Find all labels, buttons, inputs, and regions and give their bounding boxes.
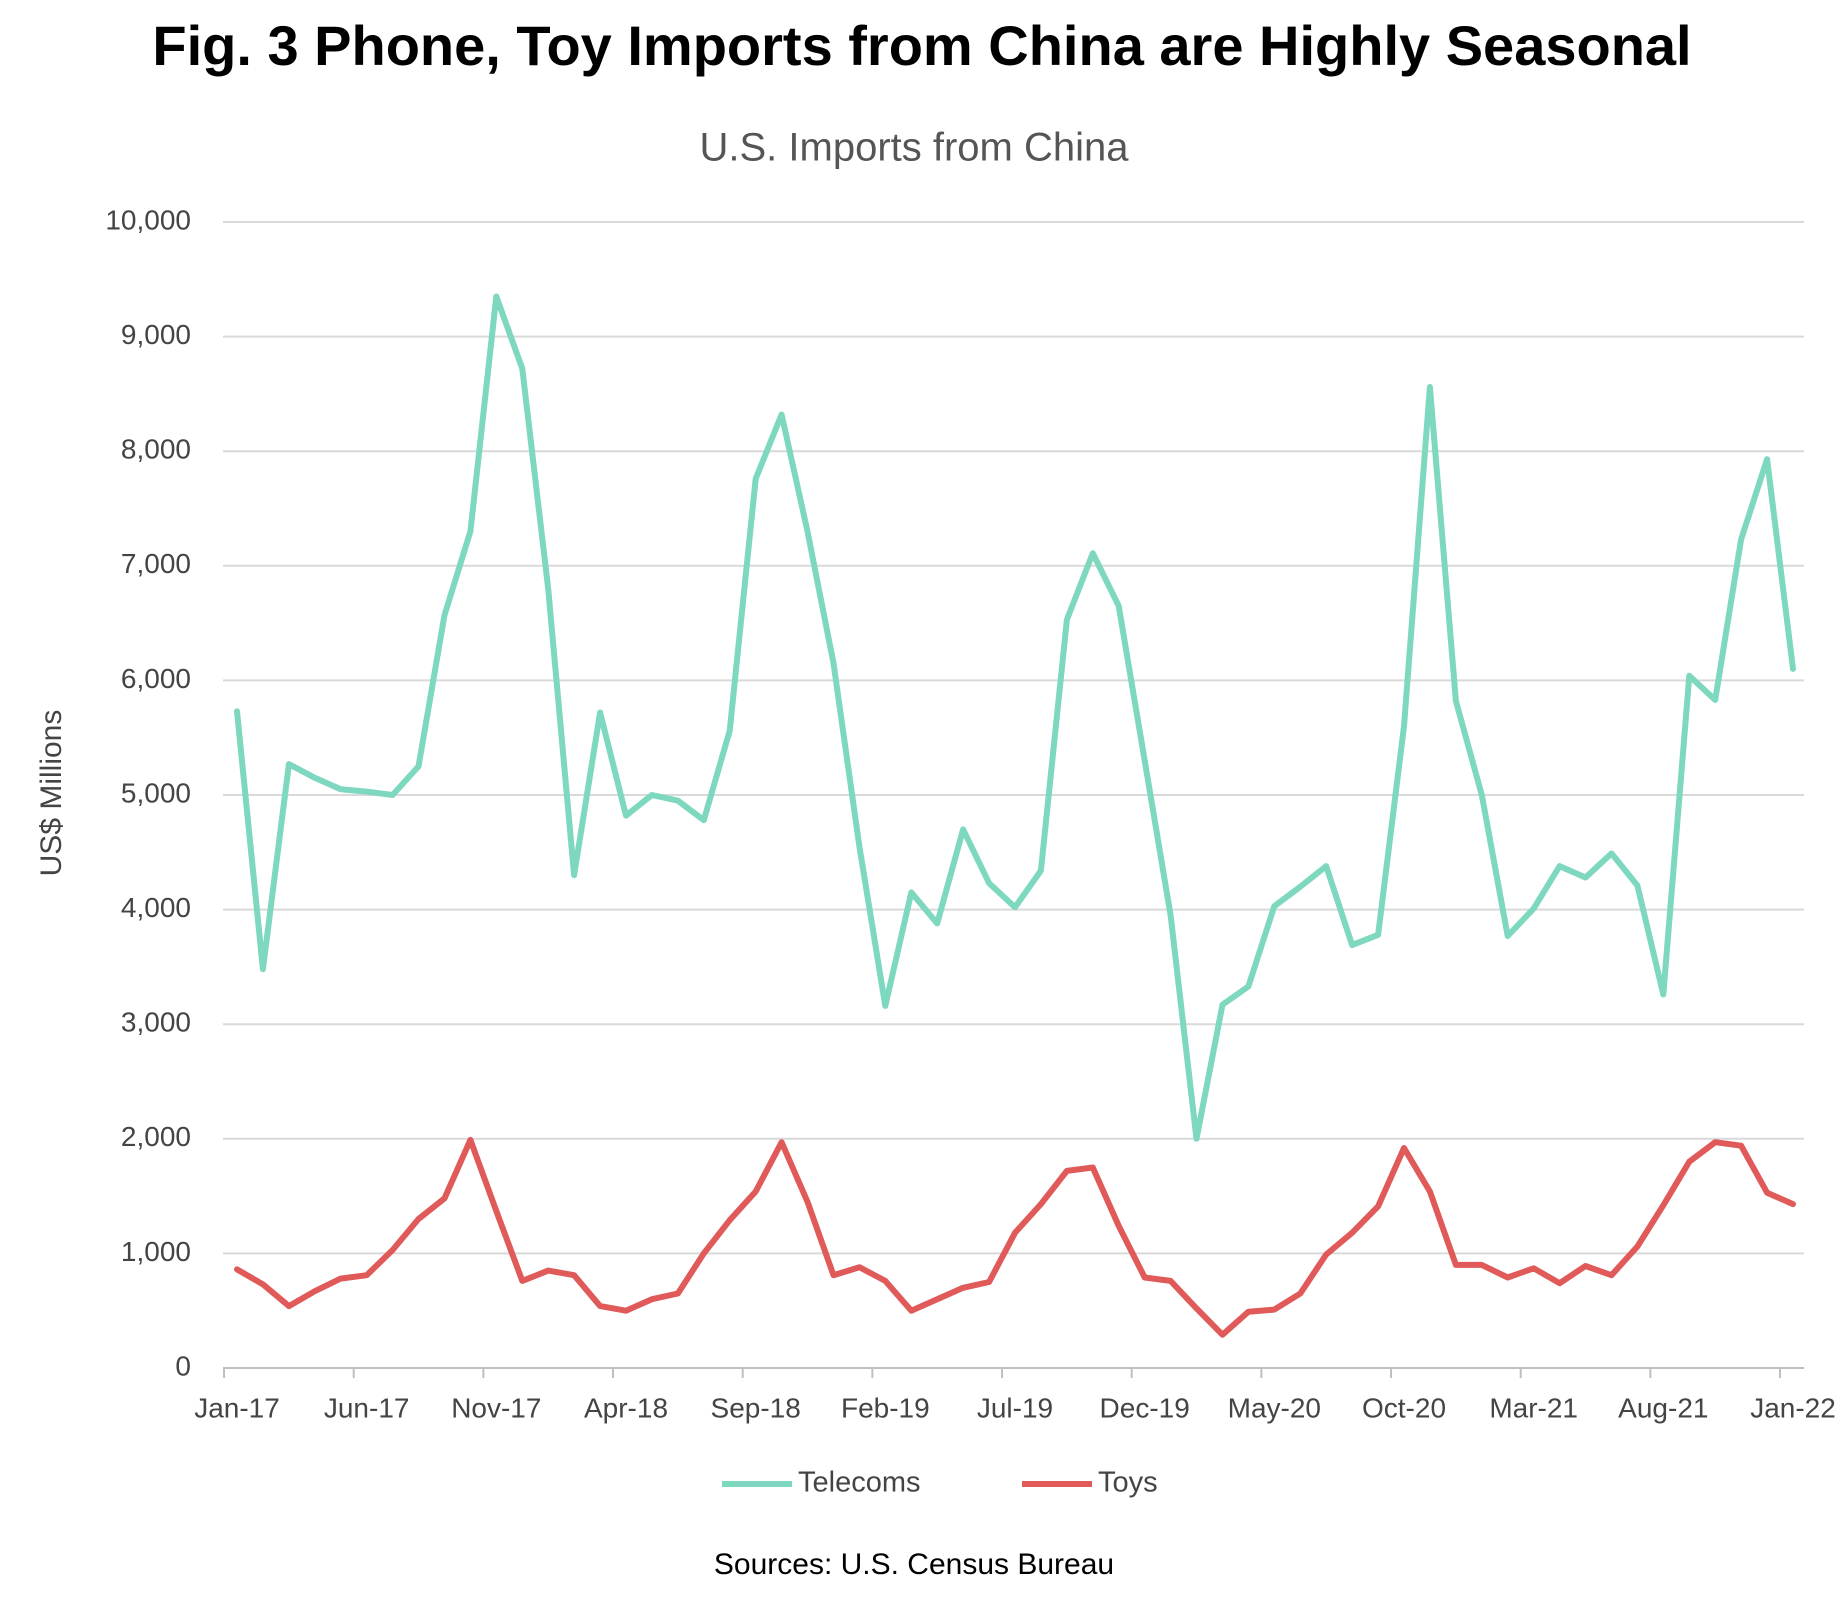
x-tick-label: Jan-17 bbox=[194, 1392, 280, 1423]
line-series bbox=[234, 1136, 1796, 1338]
x-tick-label: Apr-18 bbox=[584, 1392, 668, 1423]
y-tick-label: 3,000 bbox=[121, 1007, 191, 1038]
x-tick-label: May-20 bbox=[1228, 1392, 1321, 1423]
y-tick-label: 6,000 bbox=[121, 663, 191, 694]
x-tick-label: Jun-17 bbox=[324, 1392, 410, 1423]
x-tick-label: Mar-21 bbox=[1489, 1392, 1578, 1423]
chart-subtitle: U.S. Imports from China bbox=[699, 126, 1129, 170]
y-tick-label: 1,000 bbox=[121, 1236, 191, 1267]
y-axis-label: US$ Millions bbox=[35, 710, 68, 877]
y-tick-label: 7,000 bbox=[121, 548, 191, 579]
x-tick-label: Aug-21 bbox=[1618, 1392, 1708, 1423]
x-tick-label: Jul-19 bbox=[977, 1392, 1053, 1423]
y-tick-label: 9,000 bbox=[121, 319, 191, 350]
x-tick-label: Jan-22 bbox=[1750, 1392, 1836, 1423]
chart-title: Fig. 3 Phone, Toy Imports from China are… bbox=[152, 14, 1691, 77]
x-tick-label: Sep-18 bbox=[711, 1392, 801, 1423]
y-tick-label: 4,000 bbox=[121, 892, 191, 923]
y-tick-label: 0 bbox=[175, 1350, 191, 1381]
legend-label: Toys bbox=[1098, 1467, 1158, 1499]
y-tick-label: 8,000 bbox=[121, 434, 191, 465]
y-tick-label: 10,000 bbox=[105, 204, 191, 235]
y-tick-label: 5,000 bbox=[121, 777, 191, 808]
x-tick-label: Oct-20 bbox=[1362, 1392, 1446, 1423]
x-tick-label: Nov-17 bbox=[451, 1392, 541, 1423]
legend-label: Telecoms bbox=[798, 1467, 921, 1499]
line-series bbox=[234, 293, 1796, 1142]
x-tick-label: Feb-19 bbox=[841, 1392, 930, 1423]
y-tick-label: 2,000 bbox=[121, 1121, 191, 1152]
x-tick-label: Dec-19 bbox=[1100, 1392, 1190, 1423]
source-note: Sources: U.S. Census Bureau bbox=[714, 1548, 1114, 1581]
